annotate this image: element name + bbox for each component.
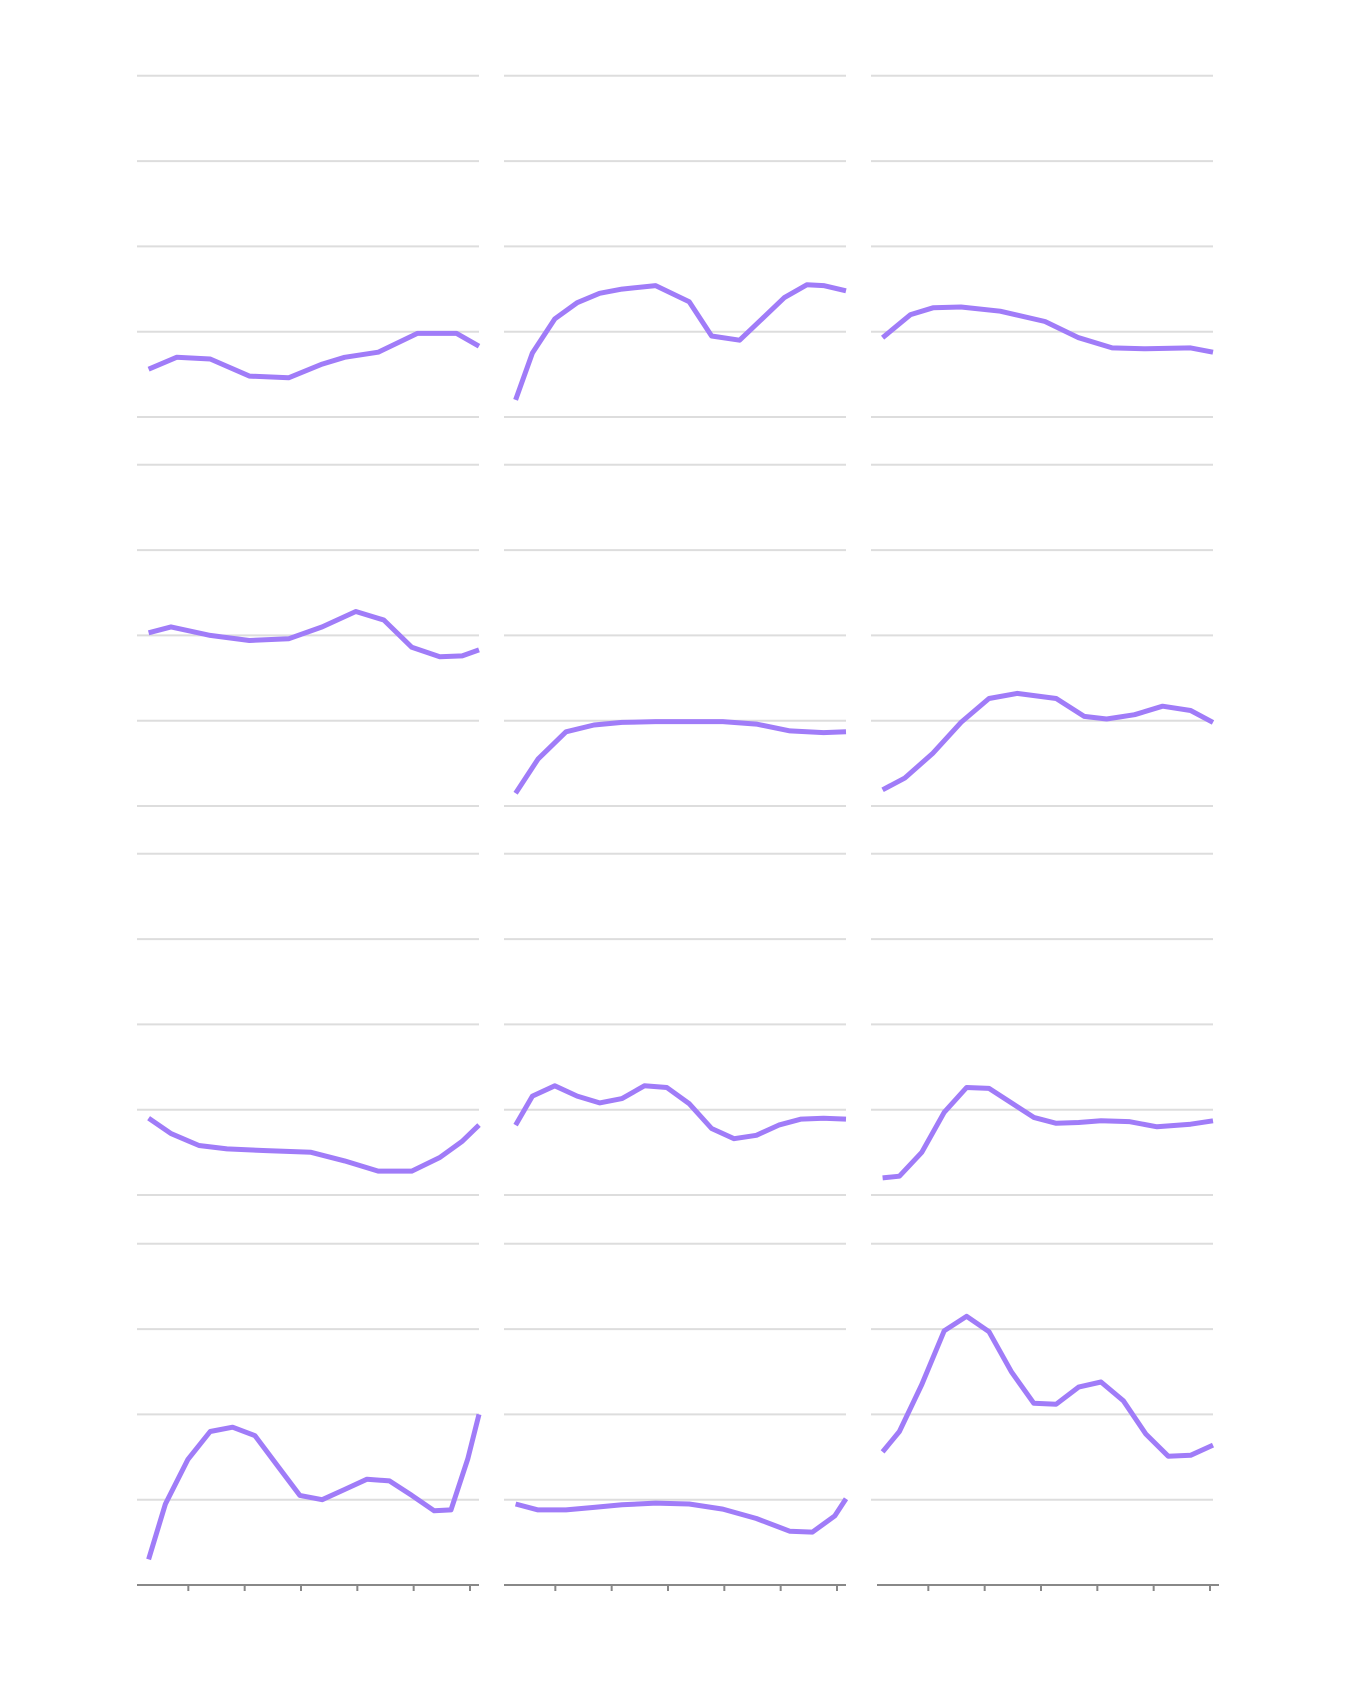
series-line: [146, 1413, 482, 1561]
x-axis-3: [877, 1584, 1219, 1591]
panel-12: [871, 1242, 1215, 1501]
panel-11: [504, 1242, 849, 1535]
panel-1: [137, 74, 481, 418]
series-line: [880, 1313, 1215, 1459]
panel-8: [504, 852, 847, 1196]
panel-7: [137, 852, 481, 1196]
series-line: [147, 609, 480, 660]
series-line: [513, 282, 847, 401]
series-line: [881, 690, 1215, 793]
series-line: [881, 304, 1214, 355]
panel-9: [871, 852, 1214, 1196]
x-axis-1: [137, 1584, 479, 1591]
series-line: [882, 1085, 1214, 1181]
series-line: [513, 1083, 847, 1142]
panel-6: [871, 463, 1215, 807]
series-line: [513, 719, 847, 795]
panel-3: [871, 74, 1214, 418]
panel-4: [137, 463, 480, 807]
series-line: [147, 1116, 481, 1174]
x-axis-2: [504, 1584, 846, 1591]
series-line: [514, 1497, 849, 1535]
panel-5: [504, 463, 847, 807]
series-line: [147, 330, 481, 381]
panel-10: [137, 1242, 482, 1561]
panel-2: [504, 74, 847, 418]
